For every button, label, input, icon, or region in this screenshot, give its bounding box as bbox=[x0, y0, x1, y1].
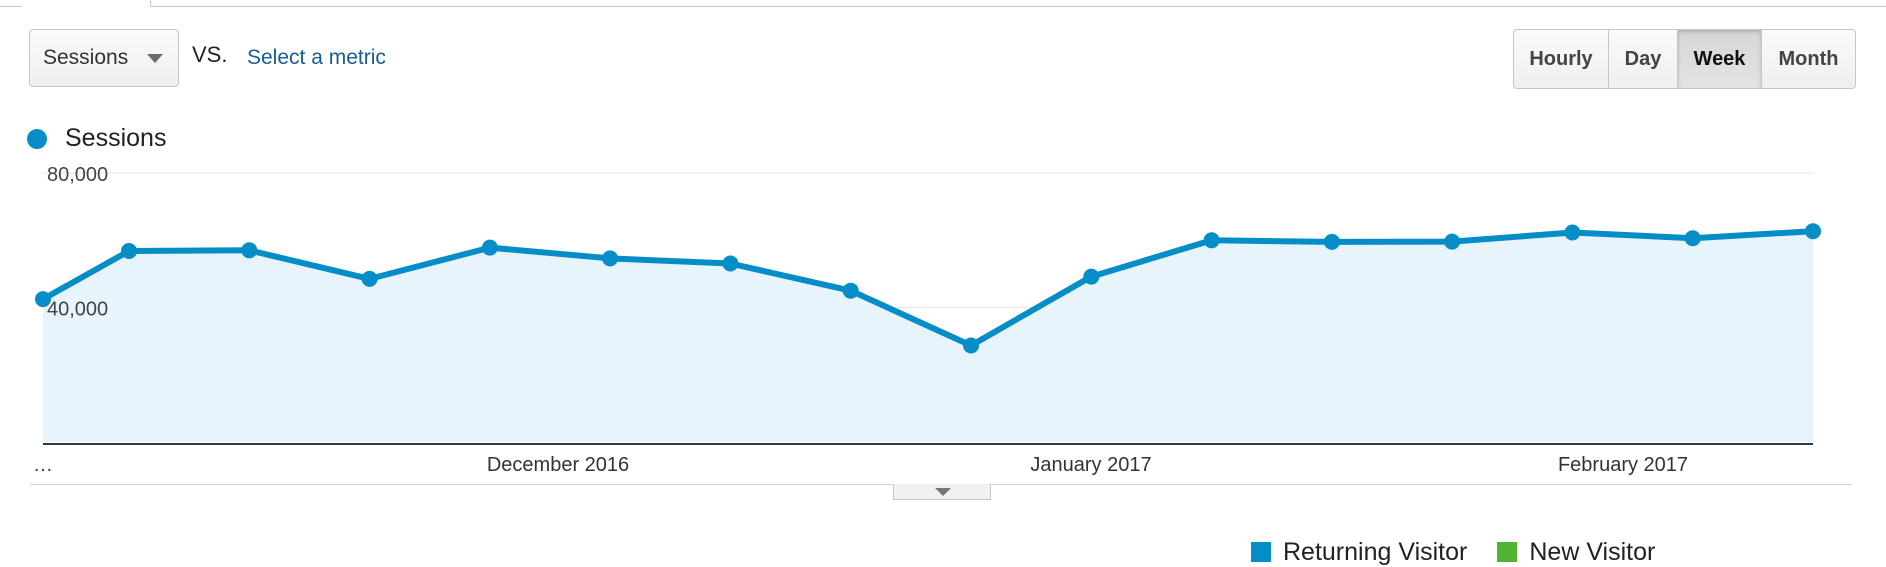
data-point bbox=[1203, 232, 1220, 249]
data-point bbox=[722, 255, 739, 272]
chevron-down-icon bbox=[147, 54, 163, 63]
expand-chart-handle[interactable] bbox=[893, 484, 991, 500]
legend-item-label: Returning Visitor bbox=[1283, 538, 1468, 566]
legend-label: Sessions bbox=[65, 124, 167, 152]
chart-legend: Sessions bbox=[27, 124, 166, 153]
tab-strip-left-rule bbox=[0, 6, 22, 7]
data-point bbox=[241, 242, 258, 259]
month-button[interactable]: Month bbox=[1778, 47, 1839, 70]
legend-item-returning: Returning Visitor bbox=[1251, 538, 1467, 567]
y-tick-label: 80,000 bbox=[47, 164, 108, 186]
granularity-toggle: Hourly Day Week Month bbox=[1513, 29, 1856, 89]
sessions-chart: 80,000 40,000 … December 2016 January 2017 Fe… bbox=[33, 164, 1821, 476]
x-tick-label: February 2017 bbox=[1558, 454, 1688, 476]
data-point bbox=[963, 337, 979, 354]
tab-strip-rule bbox=[150, 6, 1886, 7]
legend-swatch-icon bbox=[1251, 542, 1271, 562]
data-point bbox=[602, 250, 619, 267]
day-button[interactable]: Day bbox=[1609, 30, 1678, 88]
data-point bbox=[1083, 268, 1100, 285]
data-point bbox=[35, 291, 51, 308]
data-point bbox=[361, 270, 378, 287]
vs-label: VS. bbox=[192, 42, 228, 67]
week-button[interactable]: Week bbox=[1678, 30, 1762, 88]
select-metric-link[interactable]: Select a metric bbox=[247, 46, 386, 69]
x-tick-label: January 2017 bbox=[1030, 454, 1151, 476]
tab-strip-edge bbox=[150, 0, 151, 7]
legend-item-new: New Visitor bbox=[1497, 538, 1655, 567]
tab-strip bbox=[0, 0, 1886, 8]
hourly-button[interactable]: Hourly bbox=[1514, 30, 1609, 88]
data-point bbox=[1564, 224, 1581, 241]
series-area bbox=[43, 231, 1813, 442]
metric-select-value: Sessions bbox=[43, 46, 129, 69]
chevron-down-icon bbox=[935, 488, 951, 496]
y-tick-label: 40,000 bbox=[47, 299, 108, 321]
visitor-type-legend: Returning Visitor New Visitor bbox=[1251, 538, 1685, 567]
series-line bbox=[41, 228, 1814, 349]
metric-select[interactable]: Sessions bbox=[29, 29, 179, 87]
x-tick-label: … bbox=[33, 454, 53, 476]
data-point bbox=[1805, 223, 1821, 240]
legend-item-label: New Visitor bbox=[1529, 538, 1656, 566]
data-point bbox=[842, 282, 859, 299]
data-point bbox=[121, 243, 137, 259]
legend-swatch-icon bbox=[1497, 542, 1518, 562]
x-tick-label: December 2016 bbox=[487, 454, 629, 476]
data-point bbox=[1444, 233, 1461, 250]
legend-dot-icon bbox=[27, 128, 47, 149]
data-point bbox=[1684, 230, 1701, 247]
data-point bbox=[481, 239, 498, 256]
data-point bbox=[1323, 233, 1340, 250]
